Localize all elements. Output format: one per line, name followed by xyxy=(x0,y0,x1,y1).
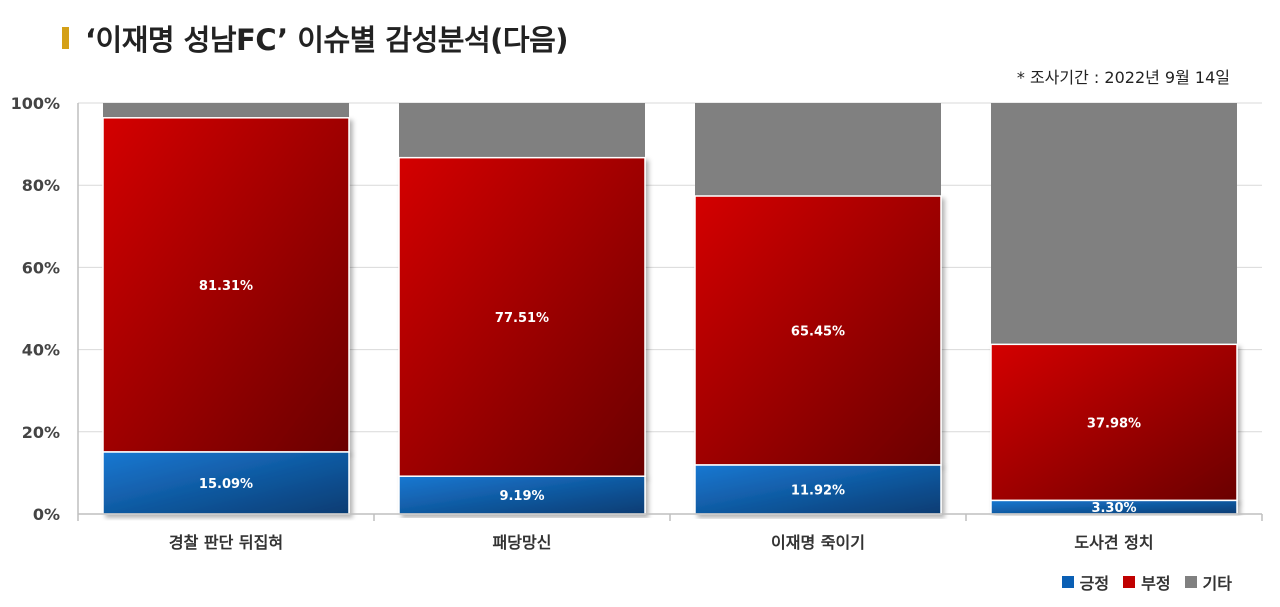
data-label: 15.09% xyxy=(199,477,253,492)
legend: 긍정 부정 기타 xyxy=(1061,570,1232,594)
y-tick-label: 60% xyxy=(22,258,60,277)
legend-item-negative: 부정 xyxy=(1123,570,1171,594)
bar-segment-negative xyxy=(990,343,1238,502)
bar-segment-negative xyxy=(694,195,942,466)
data-label: 11.92% xyxy=(791,484,845,499)
axes: 0% 20% 40% 60% 80% 100% 경찰 판단 뒤집혀 패당망신 이재명 죽이기 도사… xyxy=(11,94,1263,552)
y-tick-label: 0% xyxy=(33,505,60,524)
chart-title-row: ‘이재명 성남FC’ 이슈별 감성분석(다음) xyxy=(62,18,569,58)
y-tick-label: 80% xyxy=(22,176,60,195)
legend-item-positive: 긍정 xyxy=(1061,570,1110,594)
x-category-label: 도사견 정치 xyxy=(1074,533,1153,552)
data-label: 65.45% xyxy=(791,325,845,340)
bar-segment-positive xyxy=(102,451,350,515)
data-label: 9.19% xyxy=(499,489,544,504)
data-label: 37.98% xyxy=(1087,416,1141,431)
data-label: 81.31% xyxy=(199,279,253,294)
legend-swatch-other xyxy=(1184,576,1197,588)
bar-segment-other xyxy=(991,103,1237,345)
bar-segment-positive xyxy=(694,464,942,515)
x-category-label: 이재명 죽이기 xyxy=(771,533,865,552)
bar-segment-negative xyxy=(102,117,350,453)
legend-swatch-negative xyxy=(1123,576,1136,588)
legend-label-negative: 부정 xyxy=(1141,574,1171,593)
bar-segment-other xyxy=(695,103,941,197)
legend-item-other: 기타 xyxy=(1184,570,1232,594)
survey-period-note: * 조사기간 : 2022년 9월 14일 xyxy=(1016,68,1230,87)
data-label: 3.30% xyxy=(1091,501,1136,516)
bar-segment-positive xyxy=(398,475,646,515)
bar-segment-other xyxy=(103,103,349,118)
title-marker xyxy=(62,27,69,49)
chart-title: ‘이재명 성남FC’ 이슈별 감성분석(다음) xyxy=(85,23,569,57)
legend-swatch-positive xyxy=(1061,576,1074,588)
y-tick-label: 40% xyxy=(22,341,60,360)
data-label: 77.51% xyxy=(495,311,549,326)
x-category-label: 패당망신 xyxy=(493,533,552,552)
legend-label-other: 기타 xyxy=(1202,574,1232,593)
legend-label-positive: 긍정 xyxy=(1079,574,1110,593)
y-tick-label: 100% xyxy=(11,94,60,113)
y-tick-label: 20% xyxy=(22,423,60,442)
x-category-label: 경찰 판단 뒤집혀 xyxy=(169,533,283,552)
bars: 15.09% 81.31% 9.19% 77.51% 11.92% 65.45% 3.30%… xyxy=(102,103,1238,516)
bar-segment-other xyxy=(399,103,645,158)
